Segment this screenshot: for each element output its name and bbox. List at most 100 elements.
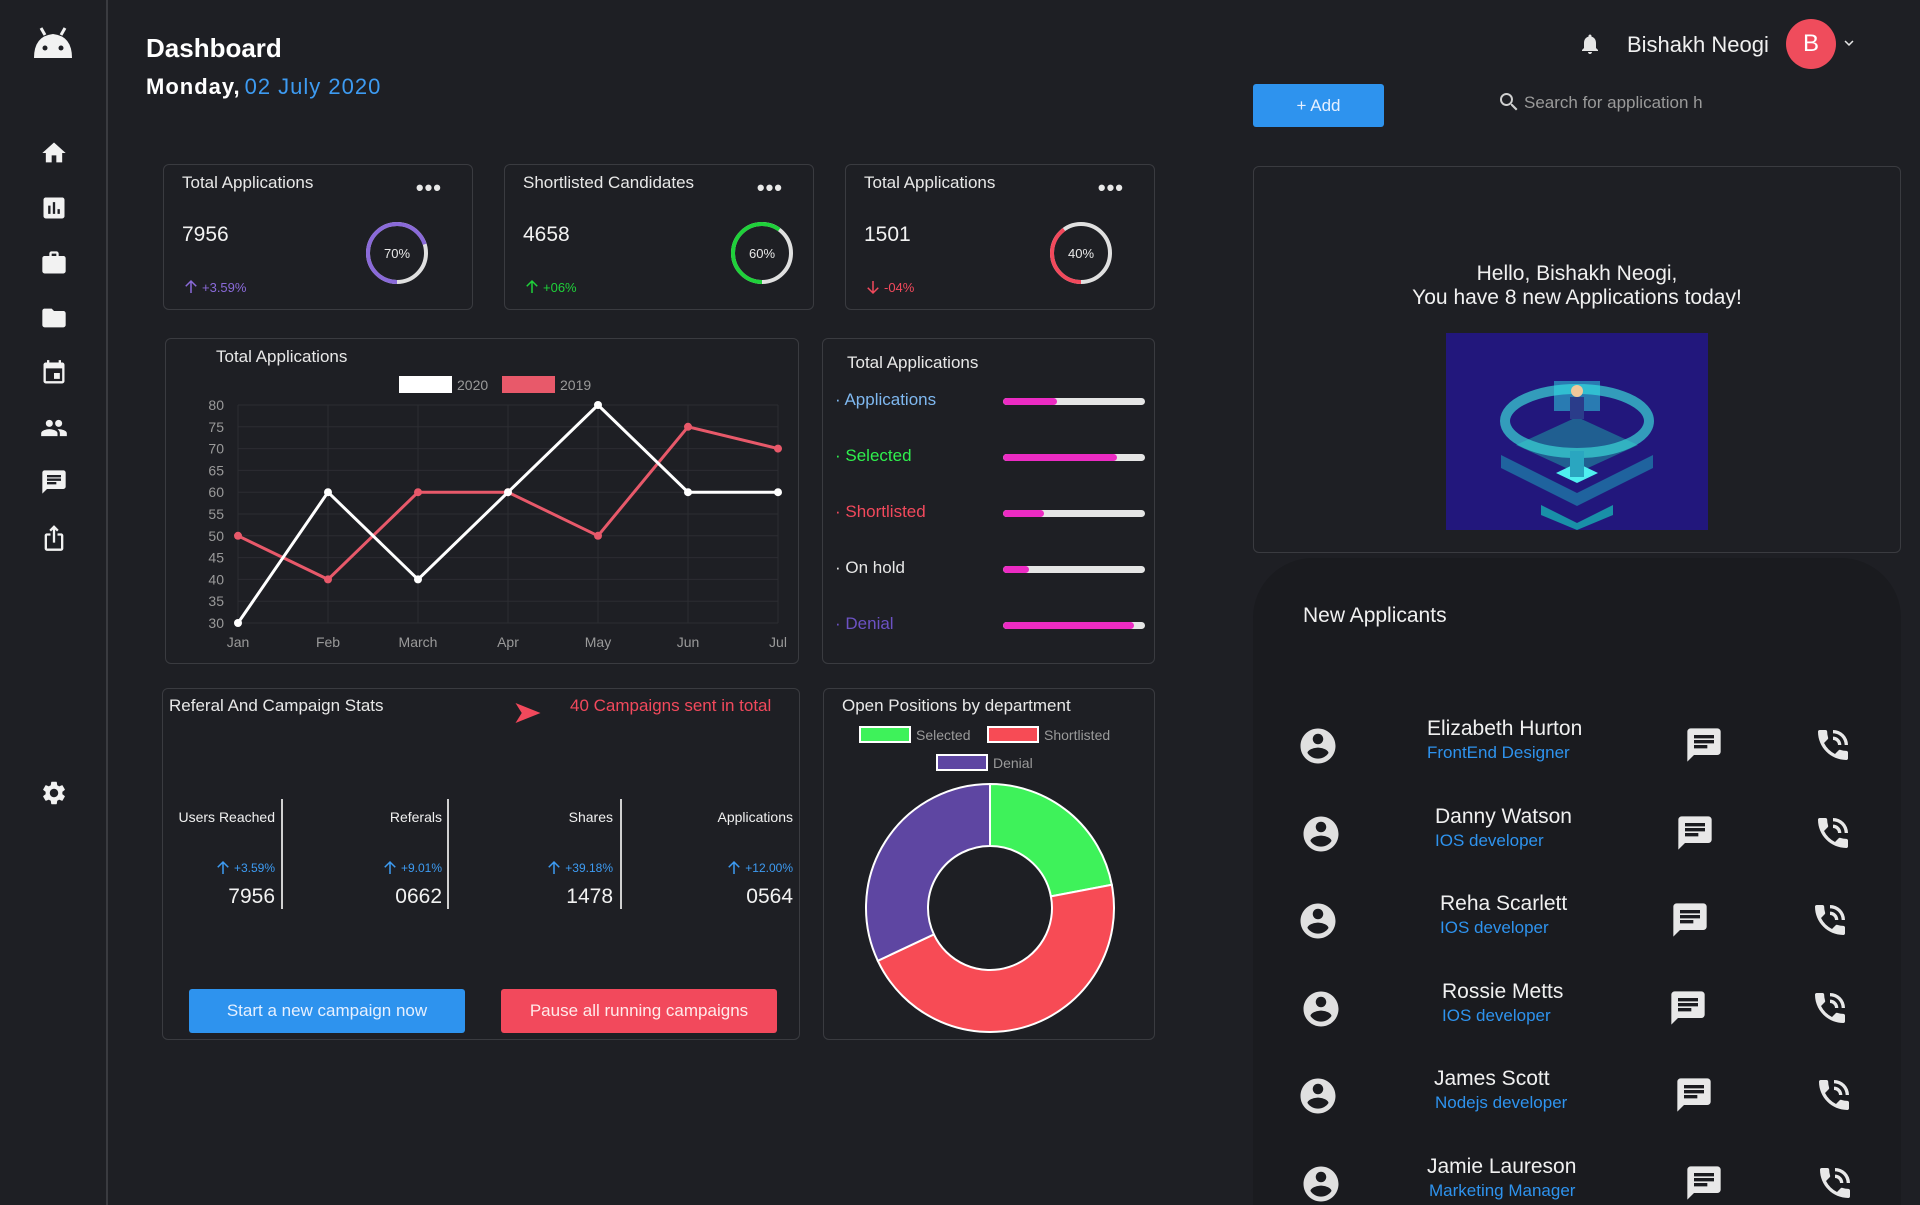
legend-label: Denial <box>993 755 1033 771</box>
legend-label: 2019 <box>560 377 591 393</box>
applicant-row[interactable]: Elizabeth Hurton FrontEnd Designer <box>1253 715 1901 787</box>
donut-slice-selected <box>989 782 1113 898</box>
data-point <box>324 575 332 584</box>
arrow-up-icon <box>185 279 197 293</box>
message-icon[interactable] <box>1684 725 1724 765</box>
applicant-row[interactable]: James Scott Nodejs developer <box>1253 1065 1901 1137</box>
ref-change-text: +12.00% <box>745 861 793 875</box>
stat-title: Total Applications <box>864 173 996 192</box>
phone-icon[interactable] <box>1813 813 1853 853</box>
more-options-icon[interactable]: ••• <box>756 175 783 200</box>
applicant-row[interactable]: Rossie Metts IOS developer <box>1253 978 1901 1050</box>
android-logo-icon[interactable] <box>30 24 76 64</box>
message-icon[interactable] <box>1674 1075 1714 1115</box>
applicant-role: Marketing Manager <box>1429 1180 1576 1200</box>
applicant-name[interactable]: Reha Scarlett <box>1440 892 1568 915</box>
add-button[interactable]: + Add <box>1253 84 1384 127</box>
applicant-name[interactable]: Jamie Laureson <box>1427 1154 1577 1178</box>
ref-col-referals: Referals +9.01% 0662 <box>283 809 450 919</box>
stat-title: Shortlisted Candidates <box>523 173 695 192</box>
y-tick-label: 30 <box>208 615 224 631</box>
search-input[interactable] <box>1524 89 1726 117</box>
legend-swatch <box>936 754 988 771</box>
y-tick-label: 60 <box>208 484 224 500</box>
ref-value: 7956 <box>228 885 275 908</box>
data-point <box>414 488 422 497</box>
progress-bar-fill <box>1003 398 1057 405</box>
progress-bar-fill <box>1003 622 1134 629</box>
data-point <box>774 488 782 497</box>
ring-fill <box>366 222 428 284</box>
greeting-text: Hello, Bishakh Neogi, You have 8 new App… <box>1255 262 1899 310</box>
applicant-row[interactable]: Jamie Laureson Marketing Manager <box>1253 1153 1901 1205</box>
divider <box>620 799 622 909</box>
progress-bar-fill <box>1003 454 1117 461</box>
progress-bar <box>1003 622 1145 629</box>
y-tick-label: 75 <box>208 419 224 435</box>
y-tick-label: 35 <box>208 593 224 609</box>
calendar-icon[interactable] <box>38 357 70 389</box>
phone-icon[interactable] <box>1814 1075 1854 1115</box>
share-icon[interactable] <box>38 522 70 554</box>
progress-ring <box>366 222 428 284</box>
legend-swatch <box>987 726 1039 743</box>
person-icon <box>1300 1163 1342 1205</box>
bar-label: · Denial <box>835 614 894 633</box>
message-icon[interactable] <box>1670 900 1710 940</box>
search-icon[interactable] <box>1497 90 1521 114</box>
legend-label: Selected <box>916 727 970 743</box>
person-icon <box>1300 988 1342 1030</box>
message-icon[interactable] <box>1668 988 1708 1028</box>
home-icon[interactable] <box>38 137 70 169</box>
applicant-role: IOS developer <box>1435 830 1544 850</box>
phone-icon[interactable] <box>1810 900 1850 940</box>
dashboard-illustration <box>1446 333 1708 530</box>
data-point <box>234 619 242 627</box>
folder-icon[interactable] <box>38 302 70 334</box>
bar-row: · Shortlisted <box>835 498 1145 528</box>
data-point <box>684 422 692 431</box>
open-positions-title: Open Positions by department <box>842 696 1071 715</box>
stat-card-total-applications-2: Total Applications ••• 1501 -04% 40% <box>845 164 1155 310</box>
x-tick-label: Jun <box>677 634 700 650</box>
pause-campaigns-button[interactable]: Pause all running campaigns <box>501 989 777 1033</box>
ring-fill <box>731 222 793 284</box>
applicant-name[interactable]: Danny Watson <box>1435 804 1572 828</box>
phone-icon[interactable] <box>1815 1163 1855 1203</box>
bar-chart-icon[interactable] <box>38 192 70 224</box>
y-tick-label: 80 <box>208 397 224 413</box>
phone-icon[interactable] <box>1813 725 1853 765</box>
settings-icon[interactable] <box>38 777 70 809</box>
avatar[interactable]: B <box>1786 19 1836 69</box>
data-point <box>594 401 602 409</box>
message-icon[interactable] <box>1684 1163 1724 1203</box>
donut-chart: Selected Shortlisted Denial <box>859 726 1115 1033</box>
applicant-row[interactable]: Reha Scarlett IOS developer <box>1253 890 1901 962</box>
message-icon[interactable] <box>38 466 70 498</box>
x-tick-label: March <box>399 634 438 650</box>
message-icon[interactable] <box>1675 813 1715 853</box>
data-point <box>324 488 332 497</box>
more-options-icon[interactable]: ••• <box>1097 175 1124 200</box>
more-options-icon[interactable]: ••• <box>415 175 442 200</box>
stat-title: Total Applications <box>182 173 314 192</box>
user-name[interactable]: Bishakh Neogi <box>1627 32 1769 57</box>
people-icon[interactable] <box>38 412 70 444</box>
ref-change-text: +39.18% <box>565 861 613 875</box>
bell-icon[interactable] <box>1578 32 1602 56</box>
arrow-up-icon <box>384 860 396 874</box>
divider <box>281 799 283 909</box>
stat-value: 1501 <box>864 223 911 246</box>
start-campaign-button[interactable]: Start a new campaign now <box>189 989 465 1033</box>
progress-bar <box>1003 398 1145 405</box>
arrow-up-icon <box>526 279 538 293</box>
chevron-down-icon[interactable] <box>1840 34 1858 52</box>
ref-change-text: +3.59% <box>233 861 275 875</box>
briefcase-icon[interactable] <box>38 247 70 279</box>
applicant-name[interactable]: James Scott <box>1434 1067 1550 1090</box>
applicant-name[interactable]: Elizabeth Hurton <box>1427 717 1583 740</box>
applicant-name[interactable]: Rossie Metts <box>1442 979 1564 1003</box>
phone-icon[interactable] <box>1810 988 1850 1028</box>
applicant-row[interactable]: Danny Watson IOS developer <box>1253 803 1901 875</box>
ref-value: 1478 <box>566 885 613 908</box>
